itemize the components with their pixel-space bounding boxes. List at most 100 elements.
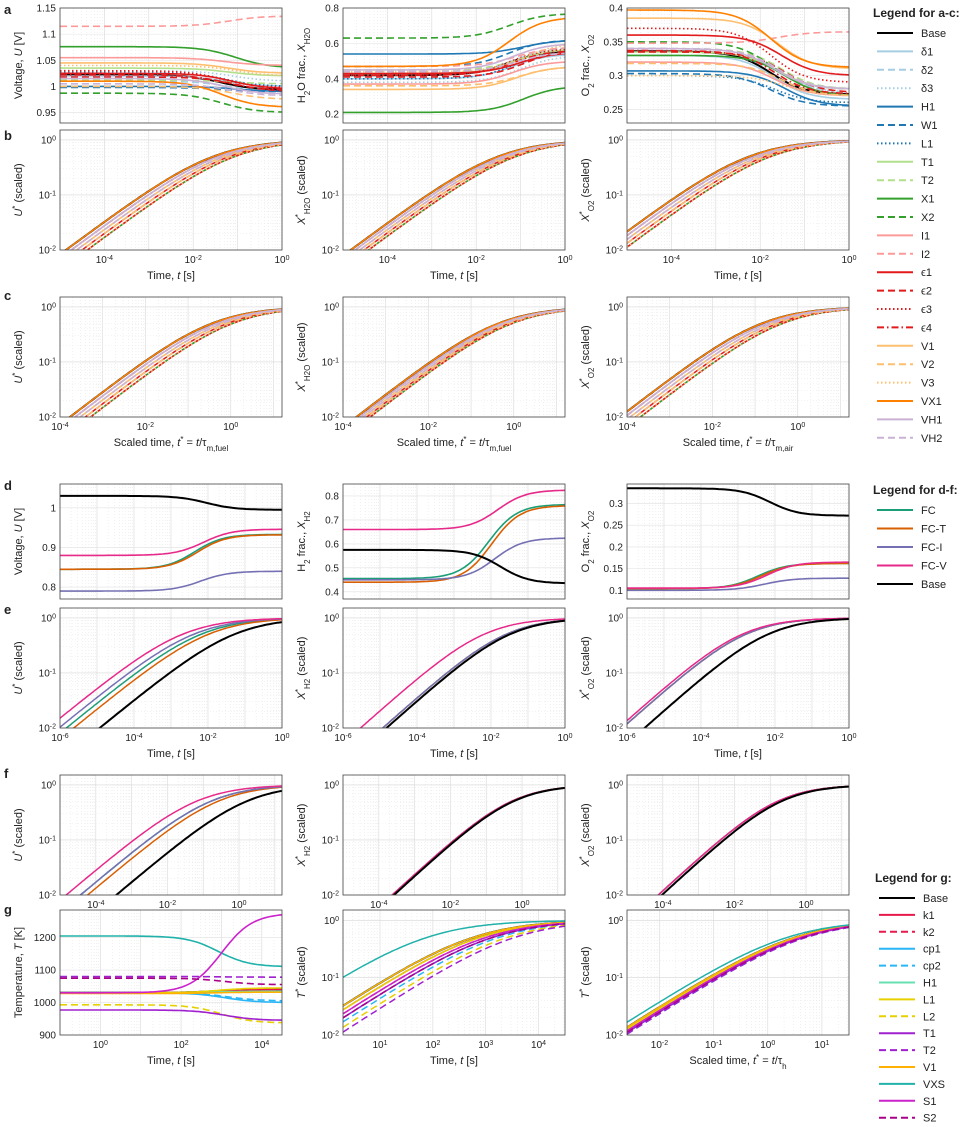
legend-label: δ2 [921,65,933,77]
series-ϵ1 [60,72,282,89]
axes-frame [59,296,283,418]
y-tick-label: 100 [324,915,339,927]
y-tick-label: 10-2 [322,890,339,902]
y-axis-label: O2 frac., XO2 [580,510,596,572]
series-W1 [627,72,849,107]
legend-label: T2 [921,175,934,187]
panel-g-temperature: 100 102 104 900 1000 1100 1200 Temperature, T [… [13,909,283,1067]
x-tick-label: 10-4 [370,900,387,912]
series-VH2 [75,142,282,250]
series-VX1 [627,9,849,68]
series-S2 [60,977,282,986]
x-tick-label: 10-4 [663,255,680,267]
series-FC-V [64,785,282,895]
series-L2 [60,1004,282,1024]
y-tick-label: 1000 [34,998,57,1009]
y-tick-label: 10-1 [322,357,339,369]
y-tick-label: 0.9 [42,543,56,554]
legend-title: Legend for g: [875,871,952,885]
series-VH2 [628,308,849,417]
y-tick-label: 10-2 [39,890,56,902]
axes-frame [626,296,850,418]
series-T1 [60,1009,282,1021]
y-tick-label: 10-2 [606,412,623,424]
y-tick-label: 10-1 [39,357,56,369]
legend-label: ϵ2 [921,286,932,298]
y-tick-label: 0.2 [609,542,623,553]
series-FC-V [343,489,565,531]
legend-label: VH2 [921,433,942,445]
series-ϵ1 [343,52,565,75]
x-tick-label: 10-2 [766,733,783,745]
series-I2 [627,31,849,44]
legend-title: Legend for a-c: [873,6,960,20]
series-V2 [365,309,565,417]
series-S1 [60,914,282,994]
series-V2 [634,308,849,417]
series-VX1 [68,308,282,417]
x-tick-label: 10-4 [96,255,113,267]
y-tick-label: 0.3 [609,71,623,82]
y-axis-label: U* (scaled) [11,641,26,694]
y-axis-label: U* (scaled) [11,808,26,861]
y-tick-label: 100 [41,613,56,625]
x-tick-label: 100 [557,733,572,745]
y-tick-label: 10-1 [322,190,339,202]
panel-letter-b: b [4,128,12,143]
series-ϵ3 [60,69,282,88]
axes-frame [342,774,566,896]
axes-frame [59,129,283,251]
series-V3 [627,141,849,248]
y-tick-label: 0.5 [325,563,339,574]
series-S1 [627,925,849,1032]
x-tick-label: 100 [506,422,521,434]
series-ϵ3 [627,27,849,83]
x-tick-label: 10-4 [87,900,104,912]
y-tick-label: 0.15 [604,564,624,575]
x-axis-label: Time, t [s] [147,748,195,760]
axes-frame [342,7,566,124]
x-tick-label: 10-4 [334,422,351,434]
x-tick-label: 100 [557,255,572,267]
y-tick-label: 10-2 [606,890,623,902]
legend-label: X1 [921,194,934,206]
legend-label: T2 [923,1045,936,1057]
legend-label: V3 [921,378,934,390]
y-tick-label: 1.15 [37,4,57,15]
y-tick-label: 100 [41,135,56,147]
series-δ3 [343,56,565,84]
x-tick-label: 100 [232,900,247,912]
y-tick-label: 0.95 [37,108,57,119]
legend-label: H1 [923,978,937,990]
x-tick-label: 10-2 [752,255,769,267]
y-tick-label: 0.25 [604,521,624,532]
series-ϵ3 [343,48,565,76]
x-tick-label: 100 [274,733,289,745]
x-tick-label: 10-2 [185,255,202,267]
y-axis-label: O2 frac., XO2 [580,34,596,96]
series-L1 [343,922,565,1011]
series-VXS [60,935,282,968]
y-axis-label: Voltage, U [V] [13,32,25,99]
x-tick-label: 10-4 [125,733,142,745]
series-V1 [627,925,849,1028]
y-tick-label: 0.8 [325,491,339,502]
x-tick-label: 104 [254,1040,269,1052]
y-axis-label: X*H2O (scaled) [294,155,312,225]
x-tick-label: 101 [814,1040,829,1052]
panel-e-o2: 10-6 10-4 10-2 100 10-2 10-1 100 X*O2 (scaled) T… [578,607,857,760]
series-VX1 [64,141,282,250]
series-FC-V [627,561,849,589]
series-X1 [343,87,565,114]
panel-b-o2: 10-4 10-2 100 10-2 10-1 100 X*O2 (scaled) Time,… [578,129,857,282]
y-tick-label: 10-2 [39,723,56,735]
series-L1 [343,52,565,80]
legend-d-f: Legend for d-f: FC FC-T FC-I FC-V Base [873,483,958,591]
x-axis-label: Time, t [s] [430,1055,478,1067]
legend-label: FC-T [921,524,946,536]
x-tick-label: 10-2 [482,733,499,745]
y-tick-label: 100 [324,135,339,147]
legend-label: ϵ1 [921,267,932,279]
legend-label: cp2 [923,961,941,973]
x-tick-label: 102 [174,1040,189,1052]
